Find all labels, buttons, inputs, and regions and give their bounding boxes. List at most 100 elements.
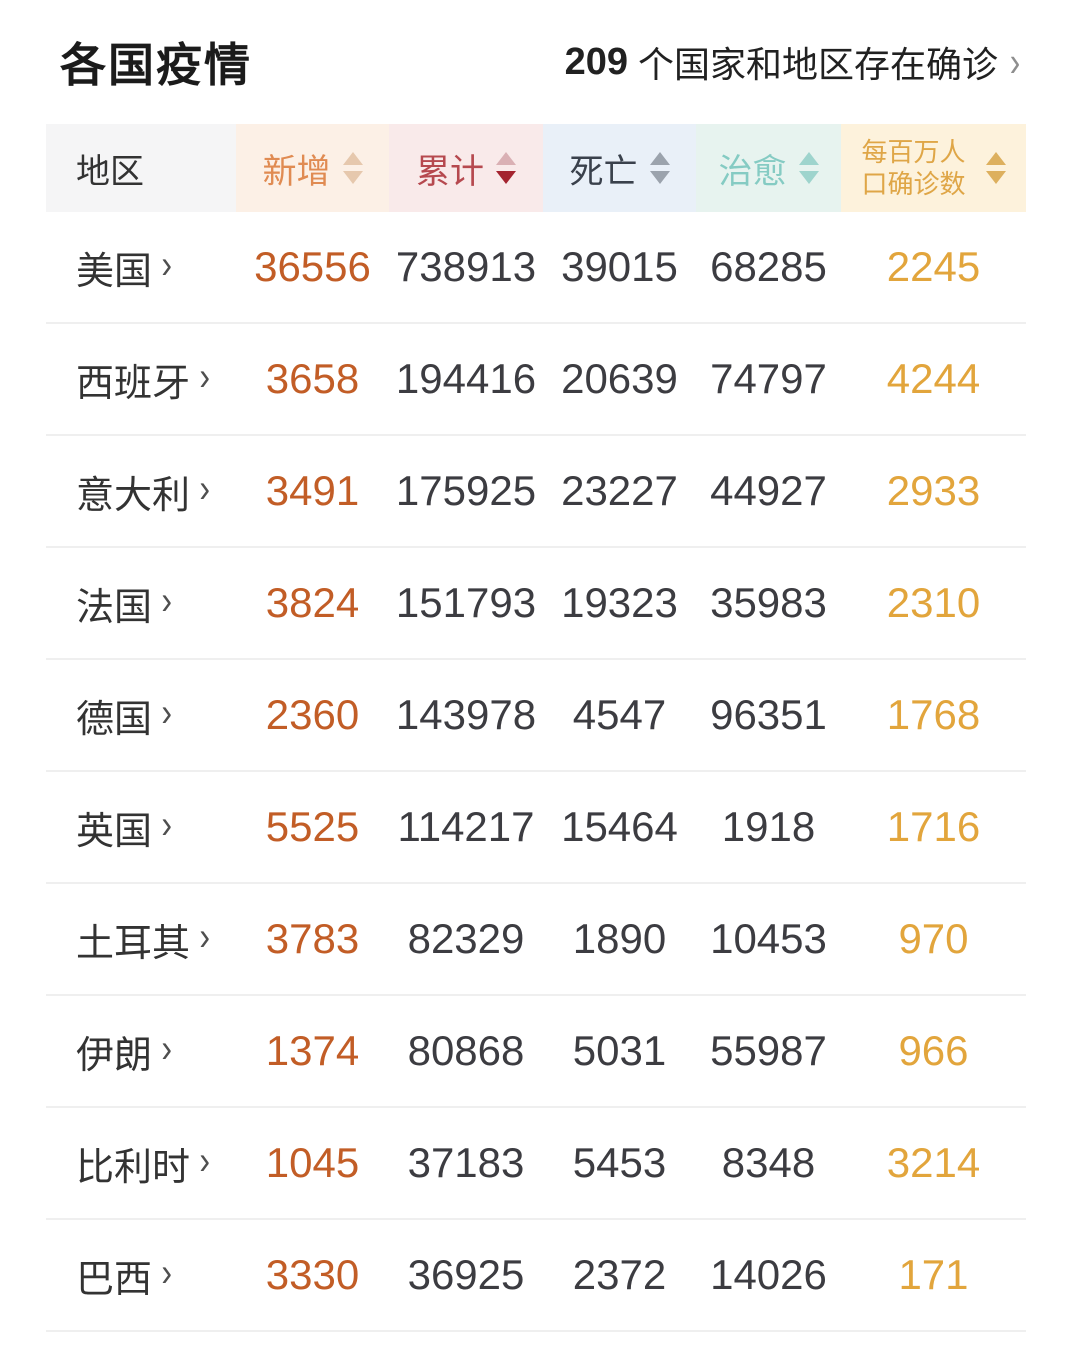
cell-cured: 44927	[710, 467, 827, 514]
table-row[interactable]: 土耳其 › 3783 82329 1890 10453 970	[46, 884, 1026, 996]
country-cell: 英国 ›	[46, 800, 236, 855]
cell-total: 175925	[395, 467, 537, 514]
chevron-right-icon: ›	[199, 1139, 211, 1183]
cell-cured: 14026	[710, 1251, 827, 1298]
sort-arrows-icon	[985, 152, 1006, 184]
country-cell: 意大利 ›	[46, 464, 236, 519]
summary-link[interactable]: 209 个国家和地区存在确诊 ›	[565, 36, 1022, 88]
table-body: 美国 › 36556 738913 39015 68285 2245 西班牙 › 3658 1944…	[46, 212, 1026, 1332]
country-name: 伊朗	[76, 1034, 153, 1077]
cell-deaths: 19323	[561, 579, 678, 626]
cell-cured: 96351	[710, 691, 827, 738]
country-cell: 巴西 ›	[46, 1248, 236, 1303]
column-label: 死亡	[569, 152, 638, 191]
table-row[interactable]: 法国 › 3824 151793 19323 35983 2310	[46, 548, 1026, 660]
table-row[interactable]: 西班牙 › 3658 194416 20639 74797 4244	[46, 324, 1026, 436]
table-header-row: 地区 新增 累计 死亡 治愈 每百万人口确诊数	[46, 124, 1026, 212]
cell-cured: 55987	[710, 1027, 827, 1074]
sort-arrows-icon	[649, 152, 670, 184]
cell-new: 3783	[265, 915, 360, 962]
cell-per_million: 2933	[886, 467, 981, 514]
country-name: 德国	[76, 698, 153, 741]
table-row[interactable]: 德国 › 2360 143978 4547 96351 1768	[46, 660, 1026, 772]
cell-total: 194416	[395, 355, 537, 402]
column-header-new[interactable]: 新增	[236, 124, 389, 212]
cell-per_million: 1768	[886, 691, 981, 738]
cell-per_million: 171	[898, 1251, 969, 1298]
country-cell: 法国 ›	[46, 576, 236, 631]
country-cell: 美国 ›	[46, 240, 236, 295]
table-row[interactable]: 巴西 › 3330 36925 2372 14026 171	[46, 1220, 1026, 1332]
cell-total: 143978	[395, 691, 537, 738]
chevron-right-icon: ›	[161, 691, 173, 735]
cell-deaths: 4547	[572, 691, 667, 738]
chevron-right-icon: ›	[161, 1251, 173, 1295]
cell-total: 82329	[407, 915, 525, 962]
cell-per_million: 2310	[886, 579, 981, 626]
chevron-right-icon: ›	[199, 355, 211, 399]
table-row[interactable]: 英国 › 5525 114217 15464 1918 1716	[46, 772, 1026, 884]
cell-deaths: 23227	[561, 467, 678, 514]
cell-cured: 1918	[721, 803, 816, 850]
sort-down-icon	[798, 171, 819, 184]
sort-down-icon	[342, 171, 363, 184]
cell-deaths: 1890	[572, 915, 667, 962]
sort-down-icon	[985, 171, 1006, 184]
country-name: 美国	[76, 250, 153, 293]
sort-arrows-icon	[342, 152, 363, 184]
table-row[interactable]: 美国 › 36556 738913 39015 68285 2245	[46, 212, 1026, 324]
country-cell: 德国 ›	[46, 688, 236, 743]
cell-total: 151793	[395, 579, 537, 626]
column-label: 累计	[416, 152, 484, 191]
sort-arrows-icon	[798, 152, 819, 184]
country-cell: 西班牙 ›	[46, 352, 236, 407]
column-header-cured[interactable]: 治愈	[696, 124, 841, 212]
country-name: 法国	[76, 586, 153, 629]
cell-per_million: 4244	[886, 355, 981, 402]
chevron-right-icon: ›	[1009, 38, 1021, 85]
cell-new: 3330	[265, 1251, 360, 1298]
country-cell: 比利时 ›	[46, 1136, 236, 1191]
cell-total: 738913	[395, 243, 537, 290]
country-cell: 土耳其 ›	[46, 912, 236, 967]
country-name: 西班牙	[76, 362, 191, 405]
table-row[interactable]: 意大利 › 3491 175925 23227 44927 2933	[46, 436, 1026, 548]
page-title: 各国疫情	[60, 39, 252, 91]
table-row[interactable]: 比利时 › 1045 37183 5453 8348 3214	[46, 1108, 1026, 1220]
chevron-right-icon: ›	[161, 243, 173, 287]
cell-deaths: 5453	[572, 1139, 667, 1186]
summary-text: 个国家和地区存在确诊	[637, 44, 998, 85]
cell-total: 36925	[407, 1251, 525, 1298]
country-name: 比利时	[76, 1146, 191, 1189]
column-label: 地区	[76, 152, 144, 191]
column-header-deaths[interactable]: 死亡	[543, 124, 696, 212]
country-cell: 伊朗 ›	[46, 1024, 236, 1079]
cell-per_million: 1716	[886, 803, 981, 850]
cell-deaths: 20639	[561, 355, 678, 402]
country-count: 209	[564, 40, 628, 83]
cell-cured: 35983	[710, 579, 827, 626]
chevron-right-icon: ›	[161, 1027, 173, 1071]
cell-deaths: 5031	[572, 1027, 667, 1074]
sort-arrows-icon	[496, 152, 516, 184]
chevron-right-icon: ›	[199, 467, 211, 511]
column-header-per_million[interactable]: 每百万人口确诊数	[841, 124, 1026, 212]
panel-header: 各国疫情 209 个国家和地区存在确诊 ›	[46, 26, 1026, 98]
country-name: 英国	[76, 810, 153, 853]
cell-deaths: 2372	[572, 1251, 667, 1298]
cell-deaths: 15464	[561, 803, 678, 850]
cell-per_million: 2245	[886, 243, 981, 290]
sort-up-icon	[342, 152, 363, 165]
sort-up-icon	[496, 152, 516, 165]
cell-cured: 74797	[710, 355, 827, 402]
cell-new: 3491	[265, 467, 360, 514]
cell-per_million: 970	[898, 915, 969, 962]
cell-total: 114217	[397, 803, 535, 850]
chevron-right-icon: ›	[161, 803, 173, 847]
cell-cured: 10453	[710, 915, 827, 962]
country-name: 巴西	[76, 1258, 153, 1301]
country-name: 土耳其	[76, 922, 191, 965]
column-header-total[interactable]: 累计	[389, 124, 543, 212]
sort-up-icon	[798, 152, 819, 165]
table-row[interactable]: 伊朗 › 1374 80868 5031 55987 966	[46, 996, 1026, 1108]
